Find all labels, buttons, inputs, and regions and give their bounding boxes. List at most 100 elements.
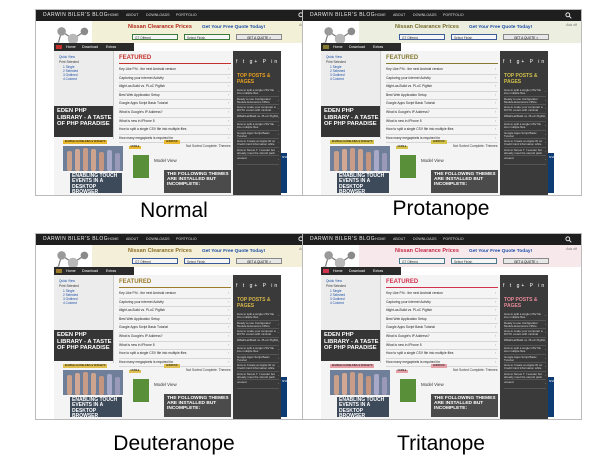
list-item[interactable]: Ready to use Configurator Module Extensi… (237, 321, 279, 329)
list-item[interactable]: #light-as-Build vs. PLoC Pigfish › (119, 83, 231, 92)
search-icon[interactable] (565, 12, 572, 19)
list-item[interactable]: How to split a single CSV file into mult… (504, 312, 546, 321)
list-item[interactable]: How to make your computer a DOTC cousin … (504, 105, 546, 114)
ad-subtitle[interactable]: Get Your Free Quote Today! (469, 25, 533, 30)
touch-events-title[interactable]: ENABLING TOUCH EVENTS IN A DESKTOP BROWS… (70, 397, 122, 417)
mobile-tag[interactable]: MOBILE (396, 146, 408, 149)
category-tag[interactable]: ENABLE GUIDELINES & WIDGETS (330, 140, 375, 144)
sidebar-option[interactable]: 3 Outlined (330, 73, 345, 77)
list-item[interactable]: How to split a single CSV file into mult… (504, 122, 546, 131)
sidebar-quick-view[interactable]: Quick View (59, 279, 75, 283)
email-icon[interactable]: ✉ (549, 283, 556, 289)
list-item[interactable]: Capturing your internet Activity › (119, 299, 231, 308)
ad-subtitle[interactable]: Get Your Free Quote Today! (202, 25, 266, 30)
themes-title[interactable]: THE FOLLOWING THEMES ARE INSTALLED BUT I… (167, 172, 229, 188)
list-item[interactable]: How to split a single CSV file into mult… (386, 126, 498, 135)
list-item[interactable]: How to make your computer a DOTC cousin … (237, 329, 279, 338)
ad-select-model[interactable]: GT Offered (399, 258, 445, 264)
blog-title[interactable]: DARWIN BILER'S BLOG (43, 236, 109, 242)
list-item[interactable]: Ready to use Configurator Module Extensi… (504, 321, 546, 329)
linkedin-icon[interactable]: in (271, 283, 280, 289)
share-bar[interactable] (281, 377, 287, 417)
sidebar-option[interactable]: 1 Single (330, 289, 342, 293)
menu-extras[interactable]: Extras (373, 45, 384, 49)
sidebar-option[interactable]: 1 Single (63, 289, 75, 293)
menu-home[interactable]: Home (66, 269, 76, 273)
nav-about[interactable]: ABOUT (393, 13, 406, 17)
sidebar-option[interactable]: 1 Single (330, 65, 342, 69)
touch-events-thumbnail[interactable] (63, 370, 123, 395)
list-item[interactable]: How to split a single CSV file into mult… (237, 122, 279, 131)
nav-downloads[interactable]: DOWNLOADS (413, 13, 437, 17)
list-item[interactable]: How to split a single CSV file into mult… (504, 346, 546, 355)
book-cover-image[interactable] (400, 379, 416, 402)
list-item[interactable]: #MathLabBuild vs. PLoC Pigfish › (504, 114, 546, 122)
list-item[interactable]: How to make your computer a DOTC cousin … (237, 105, 279, 114)
list-item[interactable]: #light-as-Build vs. PLoC Pigfish › (386, 307, 498, 316)
nav-about[interactable]: ABOUT (393, 237, 406, 241)
list-item[interactable]: Google Apps Script Basic Tutorial › (237, 355, 279, 363)
list-item[interactable]: Google Apps Script Basic Tutorial › (119, 324, 231, 333)
list-item[interactable]: Google Apps Script Basic Tutorial › (504, 131, 546, 139)
get-quote-button[interactable]: GET A QUOTE > (503, 258, 549, 264)
pinterest-icon[interactable]: P (529, 283, 535, 289)
sidebar-option[interactable]: 3 Outlined (330, 297, 345, 301)
ad-title[interactable]: Nissan Clearance Prices (128, 24, 192, 30)
sidebar-option[interactable]: 4 Colored (330, 77, 344, 81)
list-item[interactable]: Key Like PhI - the next Android version › (119, 290, 231, 299)
pinterest-icon[interactable]: P (529, 59, 535, 65)
ad-title[interactable]: Nissan Clearance Prices (395, 24, 459, 30)
pinterest-icon[interactable]: P (262, 59, 268, 65)
ad-select-finish[interactable]: Select Finish (184, 258, 230, 264)
nav-home[interactable]: HOME (375, 13, 386, 17)
sidebar-quick-view[interactable]: Quick View (59, 55, 75, 59)
list-item[interactable]: Capturing your internet Activity › (386, 75, 498, 84)
themes-title[interactable]: THE FOLLOWING THEMES ARE INSTALLED BUT I… (434, 396, 496, 412)
eden-banner[interactable]: EDEN PHP LIBRARY - A TASTE OF PHP PARADI… (54, 330, 113, 361)
google-plus-icon[interactable]: g+ (249, 283, 260, 289)
google-plus-icon[interactable]: g+ (516, 283, 527, 289)
list-item[interactable]: What is new in IPhone 5 › (119, 342, 231, 351)
ad-select-model[interactable]: GT Offered (132, 258, 178, 264)
blog-title[interactable]: DARWIN BILER'S BLOG (43, 12, 109, 18)
eden-banner[interactable]: EDEN PHP LIBRARY - A TASTE OF PHP PARADI… (321, 330, 380, 361)
list-item[interactable]: How to split a single CSV file into mult… (237, 346, 279, 355)
list-item[interactable]: Key Like PhI - the next Android version › (386, 66, 498, 75)
list-item[interactable]: What is new in IPhone 5 › (119, 118, 231, 127)
list-item[interactable]: Best Web Application Setup › (386, 316, 498, 325)
ad-subtitle[interactable]: Get Your Free Quote Today! (469, 249, 533, 254)
ad-select-finish[interactable]: Select Finish (451, 258, 497, 264)
category-tag[interactable]: ENABLE GUIDELINES & WIDGETS (330, 364, 375, 368)
twitter-icon[interactable]: t (509, 59, 514, 65)
list-item[interactable]: How to Create an Apple ID on Credit Card… (504, 363, 546, 372)
ad-subtitle[interactable]: Get Your Free Quote Today! (202, 249, 266, 254)
list-item[interactable]: Key Like PhI - the next Android version › (386, 290, 498, 299)
list-item[interactable]: Best Web Application Setup › (119, 92, 231, 101)
list-item[interactable]: #MathLabBuild vs. PLoC Pigfish › (504, 338, 546, 346)
ad-title[interactable]: Nissan Clearance Prices (395, 248, 459, 254)
blog-title[interactable]: DARWIN BILER'S BLOG (310, 12, 376, 18)
themes-thumbnail[interactable] (164, 394, 231, 417)
list-item[interactable]: Capturing your internet Activity › (119, 75, 231, 84)
nav-home[interactable]: HOME (108, 13, 119, 17)
list-item[interactable]: #light-as-Build vs. PLoC Pigfish › (386, 83, 498, 92)
nav-home[interactable]: HOME (108, 237, 119, 241)
list-item[interactable]: Ready to use Configurator Module Extensi… (504, 97, 546, 105)
list-item[interactable]: How to Nexus 7: I wonder but already mee… (504, 372, 546, 380)
model-view-label[interactable]: Model View (421, 382, 444, 387)
menu-download[interactable]: Download (82, 45, 98, 49)
search-icon[interactable] (565, 236, 572, 243)
themes-thumbnail[interactable] (164, 170, 231, 193)
linkedin-icon[interactable]: in (271, 59, 280, 65)
list-item[interactable]: unused › (504, 380, 546, 389)
book-cover-image[interactable] (133, 155, 149, 178)
nav-about[interactable]: ABOUT (126, 237, 139, 241)
list-item[interactable]: How to Nexus 7: I wonder but already mee… (237, 148, 279, 156)
list-item[interactable]: What is Google's IP Address? › (386, 109, 498, 118)
sidebar-option[interactable]: 3 Outlined (63, 73, 78, 77)
google-plus-icon[interactable]: g+ (516, 59, 527, 65)
model-view-label[interactable]: Model View (154, 382, 177, 387)
nav-portfolio[interactable]: PORTFOLIO (176, 237, 197, 241)
list-item[interactable]: How to Create an Apple ID on Credit Card… (237, 139, 279, 148)
facebook-icon[interactable]: f (236, 283, 240, 289)
